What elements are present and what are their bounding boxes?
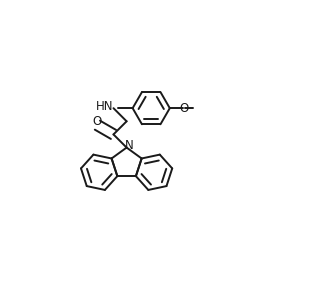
Text: O: O bbox=[180, 102, 189, 115]
Text: HN: HN bbox=[96, 100, 114, 113]
Text: N: N bbox=[125, 139, 134, 152]
Text: O: O bbox=[93, 115, 102, 128]
